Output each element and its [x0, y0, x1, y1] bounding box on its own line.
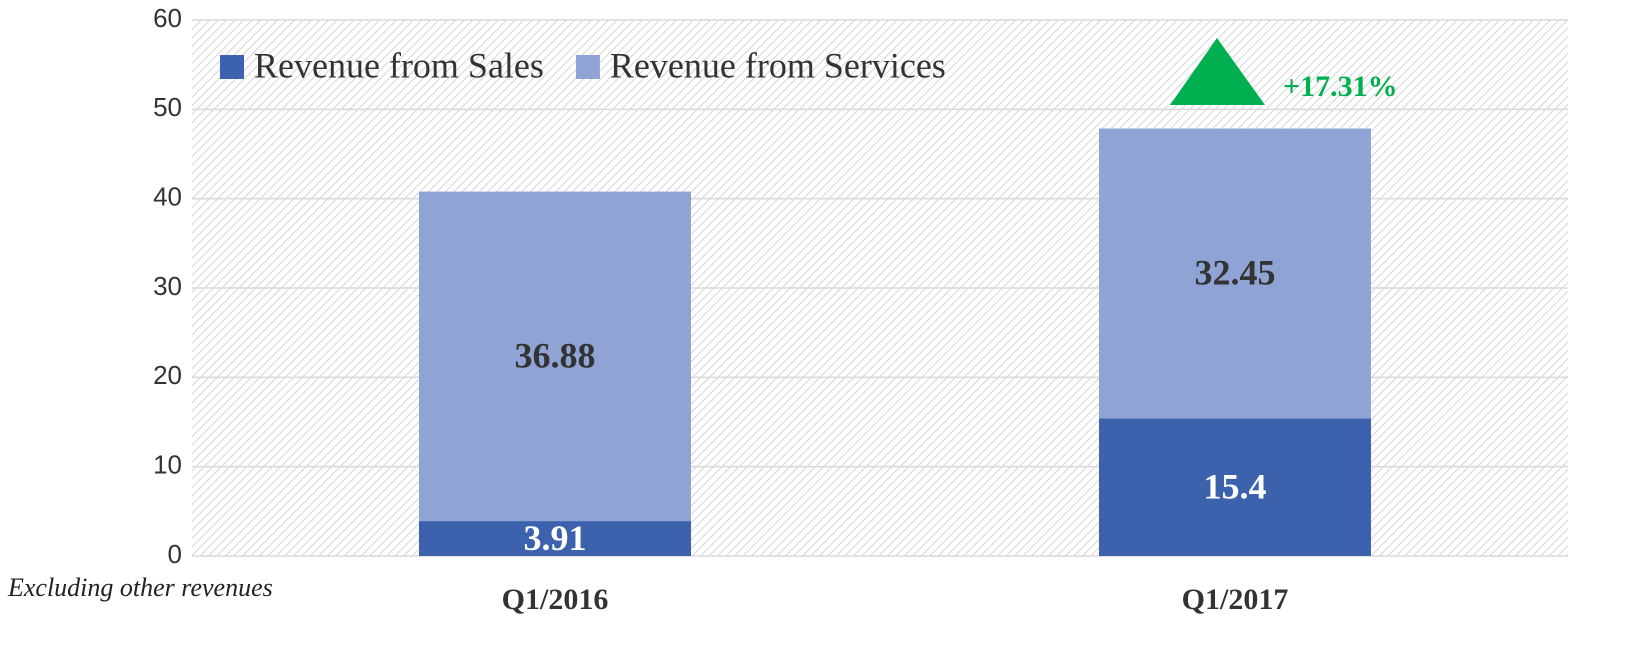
y-tick-label: 50 — [153, 92, 182, 122]
legend-label: Revenue from Sales — [254, 45, 544, 85]
data-label: 3.91 — [524, 518, 587, 558]
x-tick-label: Q1/2017 — [1182, 583, 1289, 616]
y-tick-label: 40 — [153, 182, 182, 212]
legend-swatch — [575, 55, 600, 79]
bar-segment — [419, 191, 691, 522]
y-tick-label: 10 — [153, 450, 182, 480]
up-arrow — [1170, 38, 1265, 105]
legend-label: Revenue from Services — [610, 45, 946, 85]
y-tick-label: 60 — [153, 3, 182, 33]
data-label: 36.88 — [515, 336, 596, 376]
bar-segment — [1099, 128, 1371, 419]
y-tick-label: 30 — [153, 271, 182, 301]
bar-segment — [1099, 418, 1371, 556]
bar-segment — [419, 521, 691, 556]
legend-swatch — [220, 55, 244, 79]
y-tick-label: 0 — [168, 539, 182, 569]
y-tick-label: 20 — [153, 360, 182, 390]
data-label: 32.45 — [1195, 253, 1276, 293]
annotation: +17.31% — [1283, 70, 1398, 103]
data-label: 15.4 — [1204, 466, 1267, 506]
note: Excluding other revenues — [7, 573, 273, 602]
x-tick-label: Q1/2016 — [502, 583, 609, 616]
